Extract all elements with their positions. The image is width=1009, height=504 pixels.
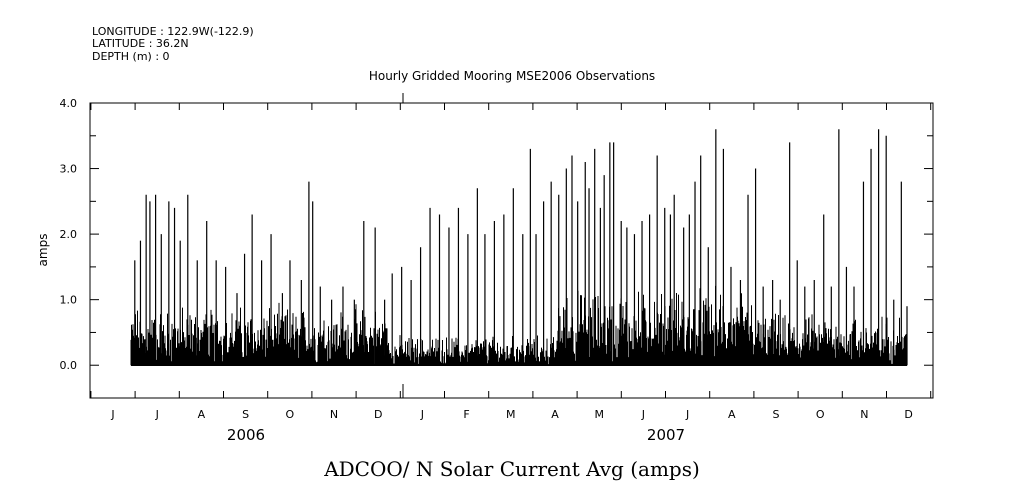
y-tick-label: 4.0: [60, 97, 78, 110]
x-tick-label: N: [860, 408, 868, 421]
x-tick-label: N: [330, 408, 338, 421]
latitude-label: LATITUDE : 36.2N: [92, 37, 189, 50]
x-tick-label: J: [420, 408, 424, 421]
longitude-label: LONGITUDE : 122.9W(-122.9): [92, 25, 254, 38]
x-tick-label: A: [728, 408, 736, 421]
depth-label: DEPTH (m) : 0: [92, 50, 170, 63]
x-tick-label: J: [110, 408, 114, 421]
x-tick-label: J: [685, 408, 689, 421]
x-tick-label: F: [463, 408, 469, 421]
y-tick-label: 0.0: [60, 359, 78, 372]
x-tick-label: D: [374, 408, 382, 421]
x-tick-label: D: [904, 408, 912, 421]
y-axis-label: amps: [36, 234, 50, 267]
year-label-2007: 2007: [647, 426, 685, 444]
x-tick-label: S: [242, 408, 249, 421]
x-tick-label: J: [155, 408, 159, 421]
y-tick-label: 1.0: [60, 294, 78, 307]
y-ticks: 4.0 3.0 2.0 1.0 0.0: [60, 97, 933, 399]
x-tick-label: A: [551, 408, 559, 421]
y-tick-label: 3.0: [60, 163, 78, 176]
x-tick-label: M: [506, 408, 516, 421]
series-line: [130, 285, 908, 366]
x-tick-label: J: [641, 408, 645, 421]
x-tick-label: S: [773, 408, 780, 421]
x-tick-label: A: [198, 408, 206, 421]
x-axis-label: ADCOO/ N Solar Current Avg (amps): [323, 457, 700, 481]
y-tick-label: 2.0: [60, 228, 78, 241]
series-area: [130, 129, 908, 366]
plot-frame: [89, 102, 934, 399]
chart-title: Hourly Gridded Mooring MSE2006 Observati…: [369, 69, 655, 83]
x-tick-label: M: [594, 408, 604, 421]
x-tick-label: O: [816, 408, 825, 421]
x-tick-label: O: [285, 408, 294, 421]
year-label-2006: 2006: [227, 426, 265, 444]
